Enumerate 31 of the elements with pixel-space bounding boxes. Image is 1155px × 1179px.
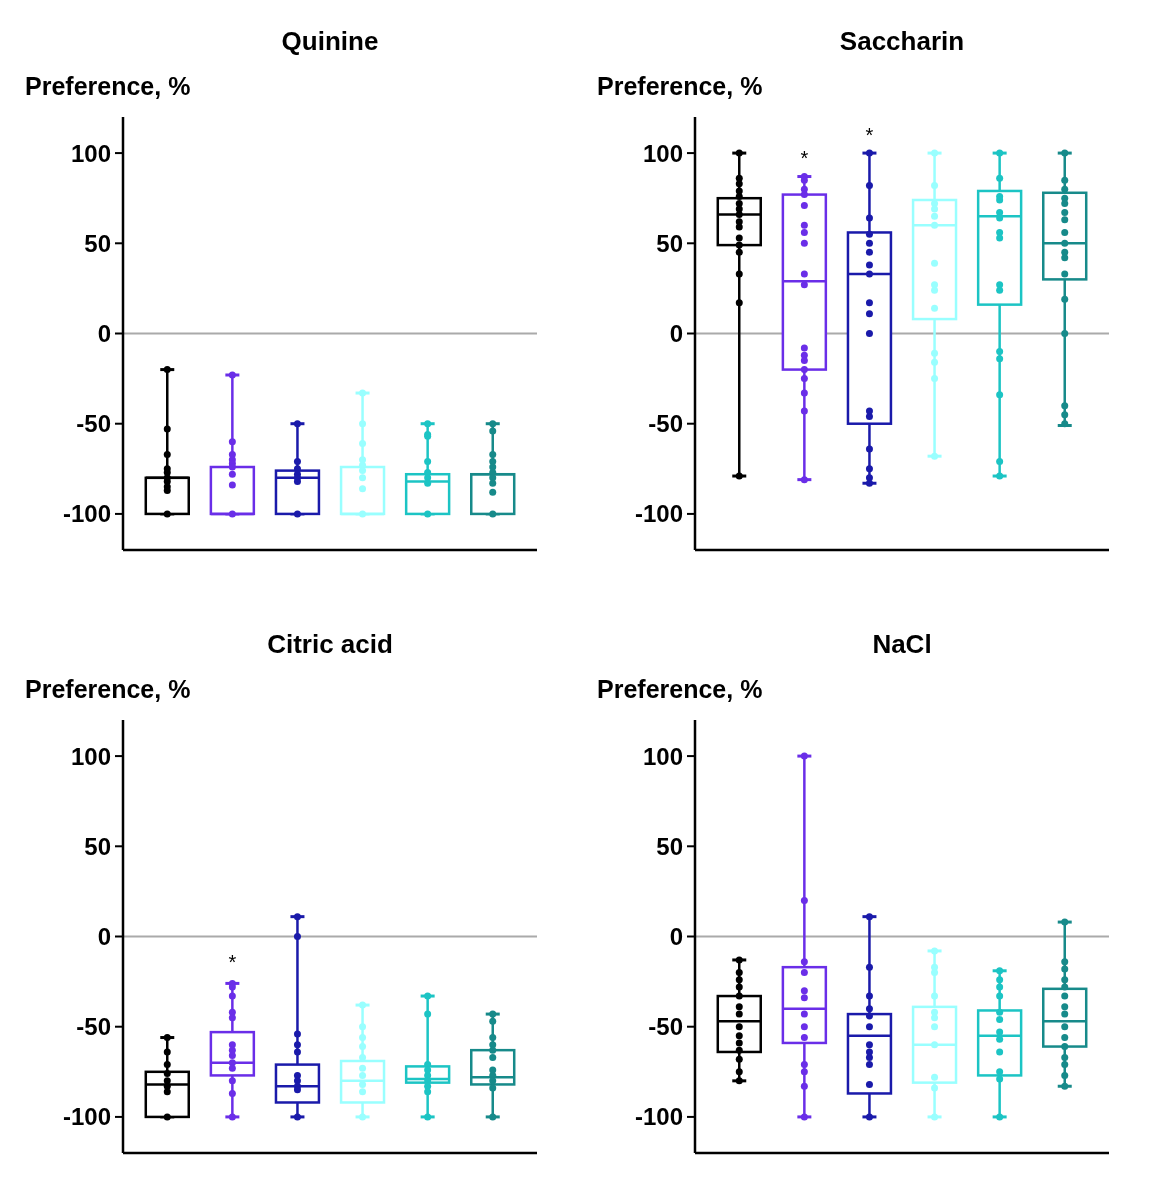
y-tick-label: -100 bbox=[62, 500, 111, 528]
y-tick-label: 100 bbox=[70, 742, 111, 770]
y-axis-title: Preference, % bbox=[25, 72, 191, 100]
y-tick-label: 0 bbox=[97, 923, 111, 950]
y-tick-label: -50 bbox=[76, 1013, 111, 1041]
y-tick-label: 50 bbox=[84, 229, 111, 257]
chart-title: NaCl bbox=[872, 629, 932, 659]
annotation: * bbox=[228, 950, 237, 973]
y-tick-label: 100 bbox=[642, 139, 683, 167]
y-tick-label: -50 bbox=[76, 410, 111, 438]
y-tick-label: -50 bbox=[648, 410, 683, 438]
y-tick-label: 100 bbox=[642, 742, 683, 770]
y-tick-label: 100 bbox=[70, 139, 111, 167]
y-tick-label: 0 bbox=[97, 320, 111, 347]
chart-title: Quinine bbox=[281, 26, 379, 56]
y-tick-label: 50 bbox=[656, 229, 683, 257]
y-tick-label: -50 bbox=[648, 1013, 683, 1041]
chart-title: Citric acid bbox=[267, 629, 393, 659]
y-tick-label: -100 bbox=[634, 1103, 683, 1131]
y-tick-label: -100 bbox=[62, 1103, 111, 1131]
y-tick-label: 0 bbox=[669, 320, 683, 347]
y-axis-title: Preference, % bbox=[25, 675, 191, 703]
y-tick-label: 50 bbox=[656, 832, 683, 860]
annotation: * bbox=[865, 124, 874, 147]
y-tick-label: -100 bbox=[634, 500, 683, 528]
annotation: * bbox=[800, 147, 809, 170]
chart-title: Saccharin bbox=[839, 26, 965, 56]
y-axis-title: Preference, % bbox=[597, 72, 763, 100]
y-axis-title: Preference, % bbox=[597, 675, 763, 703]
y-tick-label: 50 bbox=[84, 832, 111, 860]
y-tick-label: 0 bbox=[669, 923, 683, 950]
